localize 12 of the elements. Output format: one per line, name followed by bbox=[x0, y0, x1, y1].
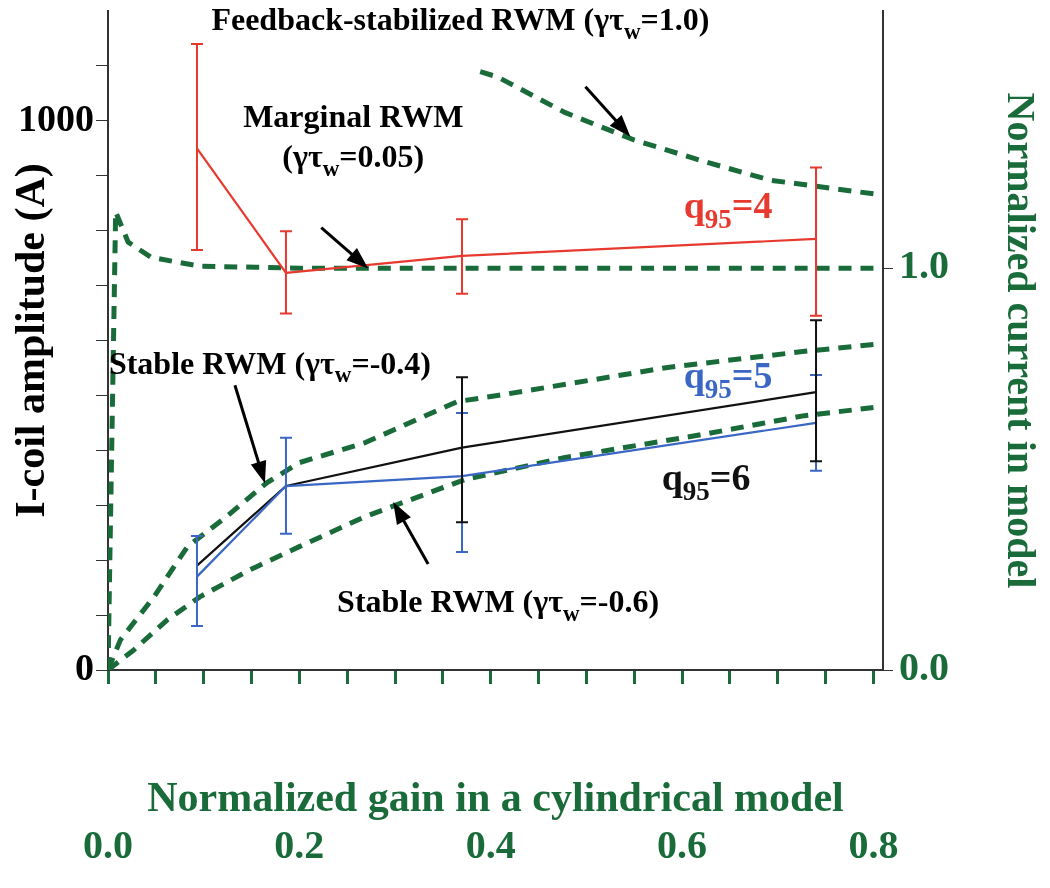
y2-tick-label: 1.0 bbox=[899, 242, 949, 288]
x-tick-label: 0.0 bbox=[83, 822, 133, 868]
x-tick-label: 0.6 bbox=[657, 822, 708, 868]
x-tick-label: 0.8 bbox=[848, 822, 899, 868]
x-tick-label: 0.4 bbox=[465, 822, 516, 868]
x-tick-label: 0.2 bbox=[274, 822, 325, 868]
y2-tick-label: 0.0 bbox=[899, 644, 949, 690]
y-tick-label: 0 bbox=[75, 645, 94, 688]
x-axis-title: Normalized gain in a cylindrical model bbox=[147, 773, 844, 820]
y2-axis-title: Normalized current in model bbox=[998, 92, 1044, 589]
y-tick-label: 1000 bbox=[18, 96, 94, 139]
y-axis-title: I-coil amplitude (A) bbox=[7, 163, 55, 518]
